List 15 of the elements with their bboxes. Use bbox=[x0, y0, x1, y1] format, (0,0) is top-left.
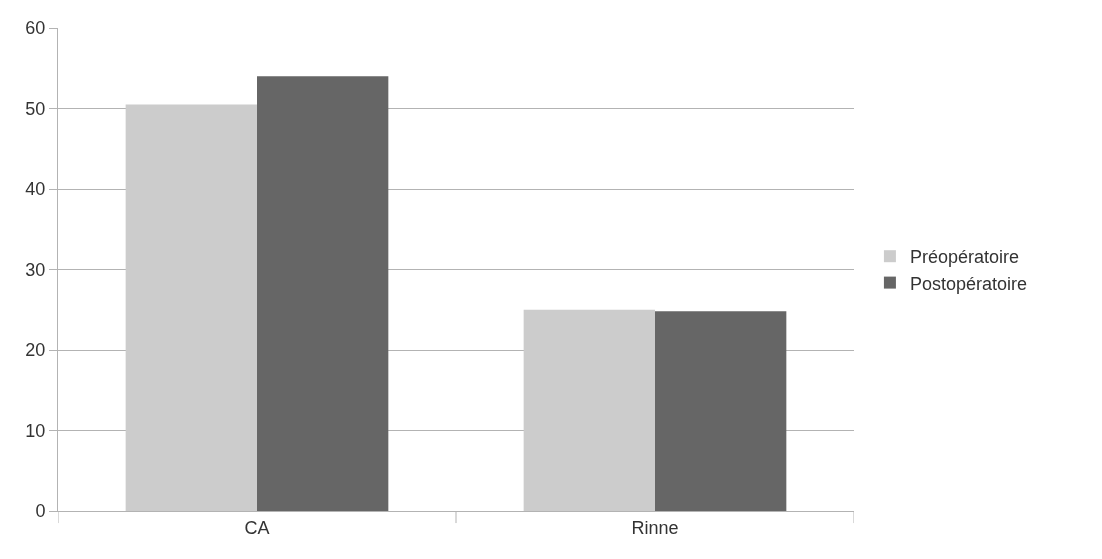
y-tick-label: 20 bbox=[25, 340, 46, 361]
bar bbox=[523, 309, 655, 511]
y-tick-label: 30 bbox=[25, 259, 46, 280]
x-tick-label: Rinne bbox=[631, 517, 679, 538]
x-tick-label: CA bbox=[244, 517, 270, 538]
bar bbox=[257, 76, 389, 511]
legend-label: Postopératoire bbox=[909, 273, 1027, 294]
y-tick-label: 50 bbox=[25, 98, 46, 119]
bar bbox=[655, 311, 787, 511]
y-tick-label: 40 bbox=[25, 179, 46, 200]
y-tick-label: 10 bbox=[25, 420, 46, 441]
bar bbox=[125, 104, 257, 511]
y-tick-label: 60 bbox=[25, 18, 46, 39]
y-tick-label: 0 bbox=[35, 501, 46, 522]
legend-label: Préopératoire bbox=[909, 247, 1019, 268]
